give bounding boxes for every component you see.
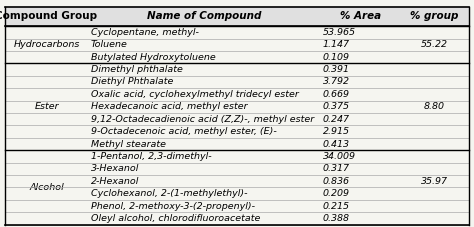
Text: Cyclohexanol, 2-(1-methylethyl)-: Cyclohexanol, 2-(1-methylethyl)- (91, 189, 247, 198)
Text: 0.109: 0.109 (323, 53, 350, 62)
Text: Diethyl Phthalate: Diethyl Phthalate (91, 77, 173, 86)
Text: Phenol, 2-methoxy-3-(2-propenyl)-: Phenol, 2-methoxy-3-(2-propenyl)- (91, 202, 255, 211)
Text: Toluene: Toluene (91, 40, 128, 49)
Text: 0.375: 0.375 (323, 102, 350, 111)
Text: Hydrocarbons: Hydrocarbons (13, 40, 80, 49)
Text: 3-Hexanol: 3-Hexanol (91, 164, 139, 173)
Text: 53.965: 53.965 (323, 28, 356, 37)
Text: Name of Compound: Name of Compound (147, 11, 262, 22)
Text: % Area: % Area (339, 11, 381, 22)
Text: 1-Pentanol, 2,3-dimethyl-: 1-Pentanol, 2,3-dimethyl- (91, 152, 211, 161)
Text: 0.391: 0.391 (323, 65, 350, 74)
Text: Oleyl alcohol, chlorodifluoroacetate: Oleyl alcohol, chlorodifluoroacetate (91, 214, 260, 223)
Text: Butylated Hydroxytoluene: Butylated Hydroxytoluene (91, 53, 216, 62)
Text: 0.247: 0.247 (323, 115, 350, 124)
Text: 34.009: 34.009 (323, 152, 356, 161)
Text: 1.147: 1.147 (323, 40, 350, 49)
Text: 0.669: 0.669 (323, 90, 350, 99)
Text: Hexadecanoic acid, methyl ester: Hexadecanoic acid, methyl ester (91, 102, 247, 111)
Text: 3.792: 3.792 (323, 77, 350, 86)
Text: Compound Group: Compound Group (0, 11, 98, 22)
Text: 9-Octadecenoic acid, methyl ester, (E)-: 9-Octadecenoic acid, methyl ester, (E)- (91, 127, 276, 136)
Text: 2.915: 2.915 (323, 127, 350, 136)
Text: 0.388: 0.388 (323, 214, 350, 223)
Text: 9,12-Octadecadienoic acid (Z,Z)-, methyl ester: 9,12-Octadecadienoic acid (Z,Z)-, methyl… (91, 115, 314, 124)
Text: 0.317: 0.317 (323, 164, 350, 173)
Text: 35.97: 35.97 (421, 177, 448, 186)
Text: Alcohol: Alcohol (29, 183, 64, 192)
Text: Cyclopentane, methyl-: Cyclopentane, methyl- (91, 28, 199, 37)
Text: 2-Hexanol: 2-Hexanol (91, 177, 139, 186)
Text: 0.209: 0.209 (323, 189, 350, 198)
Text: 8.80: 8.80 (424, 102, 445, 111)
Bar (5, 7, 469, 26)
Text: Oxalic acid, cyclohexylmethyl tridecyl ester: Oxalic acid, cyclohexylmethyl tridecyl e… (91, 90, 299, 99)
Text: 0.215: 0.215 (323, 202, 350, 211)
Text: Dimethyl phthalate: Dimethyl phthalate (91, 65, 182, 74)
Text: 0.413: 0.413 (323, 140, 350, 148)
Text: Ester: Ester (34, 102, 59, 111)
Text: % group: % group (410, 11, 459, 22)
Text: 0.836: 0.836 (323, 177, 350, 186)
Text: 55.22: 55.22 (421, 40, 448, 49)
Text: Methyl stearate: Methyl stearate (91, 140, 166, 148)
